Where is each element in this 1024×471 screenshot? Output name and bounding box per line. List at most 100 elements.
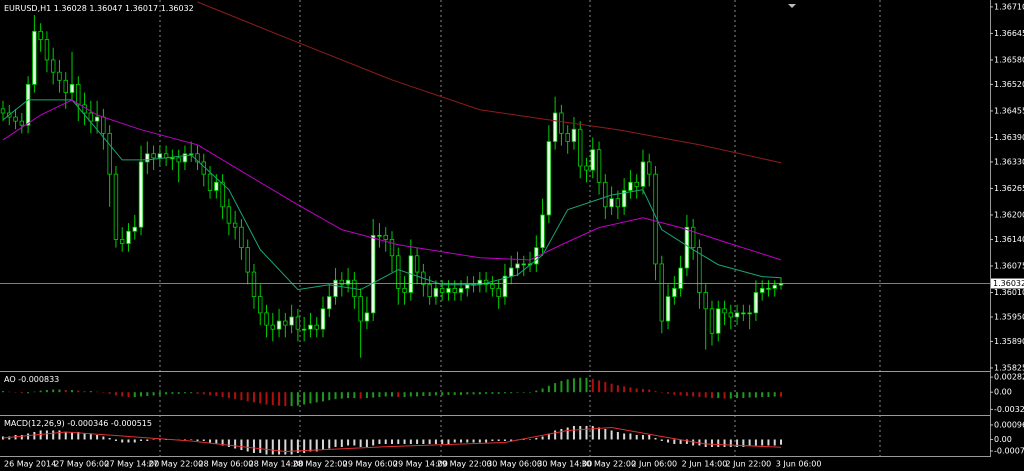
candle-body — [722, 308, 727, 314]
candle-body — [458, 288, 464, 293]
macd-bar — [334, 439, 337, 447]
ao-bar — [729, 392, 732, 399]
macd-bar — [409, 439, 412, 444]
y-tick-label: 0.00 — [994, 435, 1012, 444]
ao-bar — [271, 392, 274, 406]
ao-bar — [710, 392, 713, 399]
low: 1.36017 — [125, 4, 158, 13]
ao-bar — [152, 392, 155, 396]
ao-bar — [290, 392, 293, 407]
macd-signal-line — [2, 426, 782, 452]
macd-bar — [52, 430, 55, 440]
macd-bar — [290, 439, 293, 455]
macd-bar — [441, 439, 444, 444]
ao-bar — [52, 389, 55, 393]
candle-body — [132, 226, 137, 232]
candle-body — [339, 279, 345, 285]
macd-bar — [685, 439, 688, 444]
candle-body — [709, 308, 715, 334]
ao-bar — [240, 392, 243, 401]
macd-bar — [315, 439, 318, 452]
macd-bar — [623, 433, 626, 440]
ao-bar — [246, 392, 249, 402]
candle-body — [659, 263, 664, 322]
x-tick-label: 2 Jun 22:00 — [726, 460, 772, 469]
macd-bar — [33, 431, 36, 440]
candle-body — [301, 328, 307, 331]
candle-body — [640, 161, 646, 187]
macd-bar — [347, 439, 350, 446]
y-tick-label: 1.35890 — [994, 337, 1024, 346]
macd-bar — [761, 439, 764, 446]
candle-body — [226, 206, 232, 224]
ao-bar — [221, 392, 224, 398]
y-tick-label: 1.36200 — [994, 210, 1024, 219]
candle-body — [609, 198, 614, 208]
macd-bar — [133, 439, 136, 443]
candle-body — [370, 234, 376, 314]
ao-bar — [780, 392, 782, 397]
macd-bar — [108, 437, 111, 440]
candle-body — [50, 59, 56, 73]
y-tick-label: 0.002821 — [994, 373, 1024, 382]
macd-bar — [353, 439, 356, 446]
ao-bar — [472, 392, 475, 395]
candle-body — [270, 324, 275, 330]
y-tick-label: 1.36075 — [994, 261, 1024, 270]
candle-body — [76, 84, 81, 106]
candle-body — [678, 267, 683, 289]
ao-bar — [347, 392, 350, 399]
macd-bar — [654, 437, 657, 440]
candle-body — [596, 149, 602, 183]
candle-body — [615, 198, 621, 208]
candle-body — [283, 320, 288, 326]
ao-bar — [466, 392, 469, 395]
ao-bar — [133, 392, 136, 398]
ao-bar — [453, 392, 456, 395]
macd-bar — [547, 433, 550, 440]
ao-bar — [158, 392, 161, 395]
macd-bar — [45, 430, 48, 440]
ao-bar — [761, 392, 764, 398]
macd-bar — [259, 439, 262, 453]
candle-body — [176, 157, 181, 163]
macd-bar — [710, 439, 713, 447]
candle-body — [32, 30, 37, 85]
x-tick-label: 28 May 06:00 — [199, 460, 254, 469]
macd-bar — [190, 439, 193, 440]
ao-last: -0.000833 — [18, 375, 59, 384]
macd-bar — [321, 439, 324, 450]
candle-body — [195, 153, 200, 163]
ao-bar — [629, 387, 632, 393]
candle-body — [546, 141, 552, 216]
macd-bar — [591, 425, 594, 440]
macd-bar — [20, 434, 23, 440]
ao-bar — [692, 392, 695, 397]
ao-bar — [673, 392, 676, 395]
candle-body — [63, 79, 68, 93]
candle-body — [308, 324, 313, 330]
macd-bar — [485, 439, 488, 443]
ao-bar — [717, 392, 720, 399]
ao-bar — [177, 392, 180, 394]
candle-body — [772, 284, 777, 289]
moving-average-line — [197, 1, 782, 164]
ao-bar — [623, 386, 626, 393]
candle-body — [107, 132, 112, 175]
ao-bar — [773, 392, 776, 397]
y-tick-label: 1.36580 — [994, 55, 1024, 64]
ao-bar — [585, 377, 588, 393]
macd-bar — [196, 439, 199, 441]
candle-body — [647, 161, 652, 175]
macd-bar — [497, 439, 500, 441]
ao-bar — [422, 392, 425, 396]
candle-body — [634, 181, 639, 187]
moving-average-line — [2, 99, 782, 291]
ao-bar — [441, 392, 444, 396]
macd-bar — [397, 439, 400, 444]
candle-body — [364, 312, 370, 322]
ao-bar — [171, 392, 174, 394]
ao-bar — [736, 392, 739, 399]
macd-bar — [39, 430, 42, 440]
